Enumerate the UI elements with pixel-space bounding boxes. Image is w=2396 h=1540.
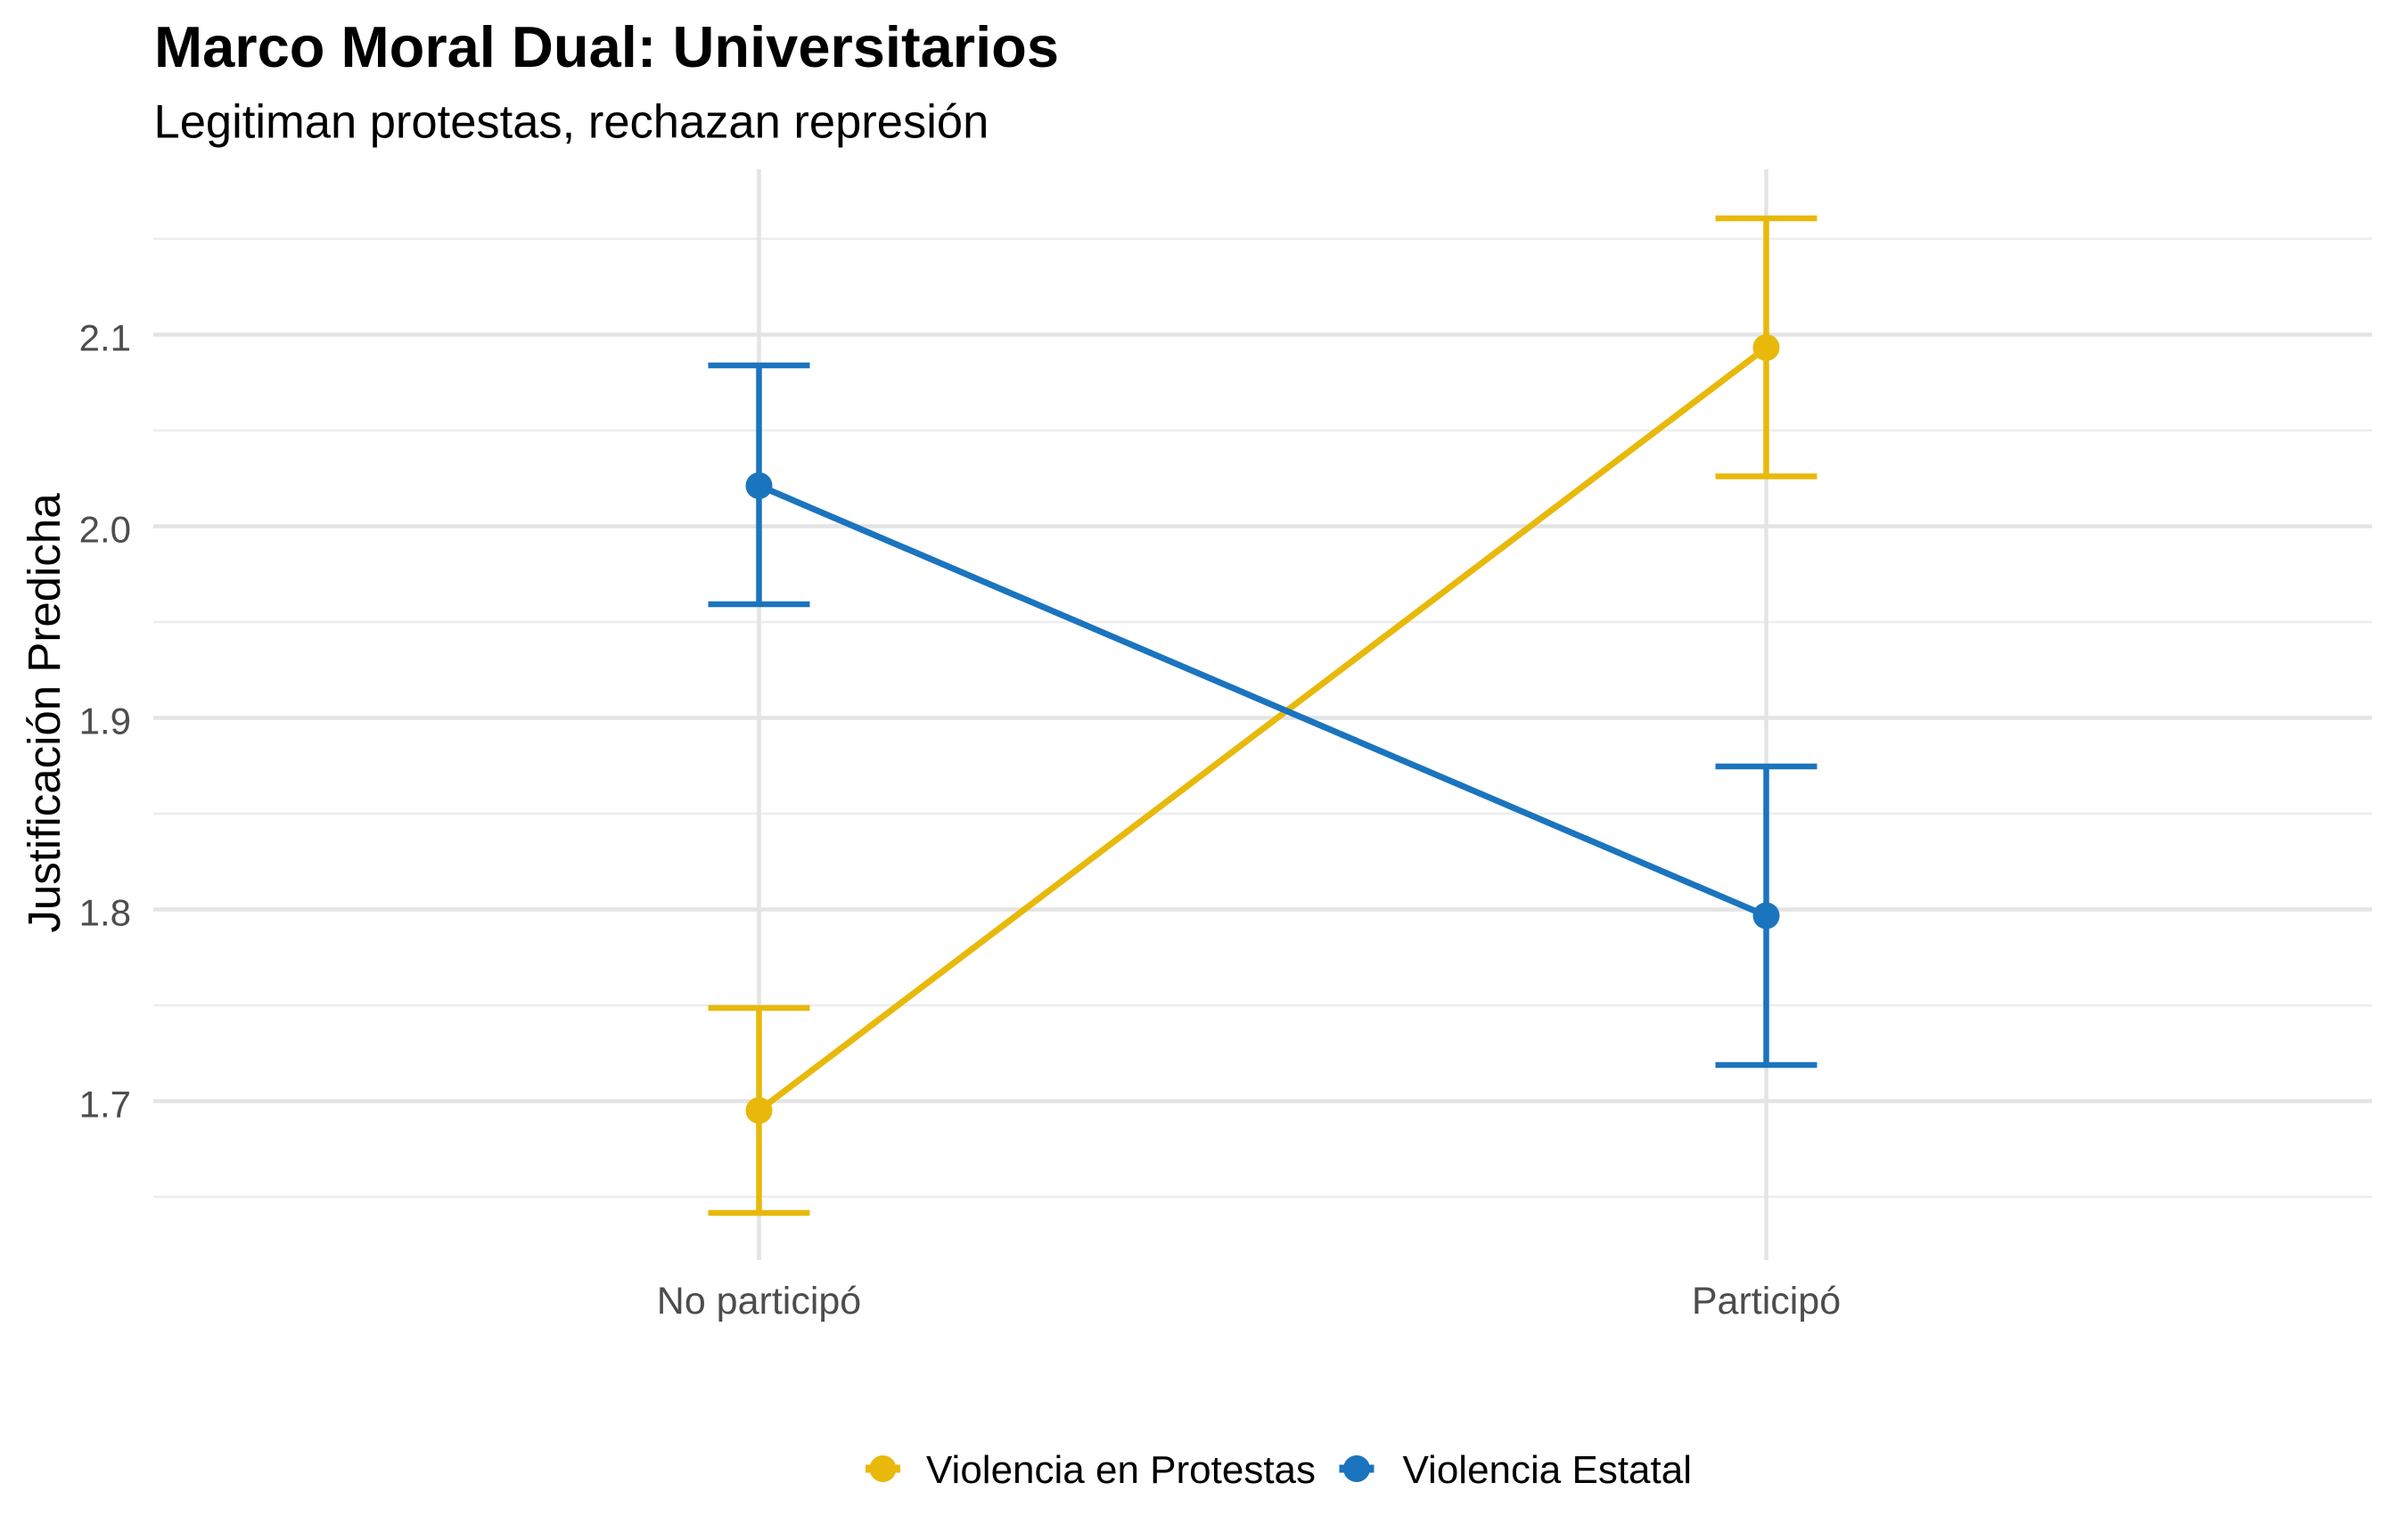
svg-text:1.7: 1.7 — [79, 1084, 131, 1126]
svg-text:2.1: 2.1 — [79, 317, 131, 359]
svg-text:1.9: 1.9 — [79, 700, 131, 742]
svg-text:Marco Moral Dual: Universitari: Marco Moral Dual: Universitarios — [154, 14, 1059, 79]
svg-text:2.0: 2.0 — [79, 509, 131, 551]
svg-text:No participó: No participó — [657, 1280, 861, 1323]
svg-text:Justificación Predicha: Justificación Predicha — [19, 493, 70, 933]
svg-text:Violencia en Protestas: Violencia en Protestas — [926, 1448, 1316, 1492]
svg-text:Legitiman protestas, rechazan: Legitiman protestas, rechazan represión — [154, 96, 989, 149]
svg-text:Participó: Participó — [1692, 1280, 1841, 1323]
svg-text:Violencia Estatal: Violencia Estatal — [1403, 1448, 1693, 1492]
svg-text:1.8: 1.8 — [79, 892, 131, 934]
